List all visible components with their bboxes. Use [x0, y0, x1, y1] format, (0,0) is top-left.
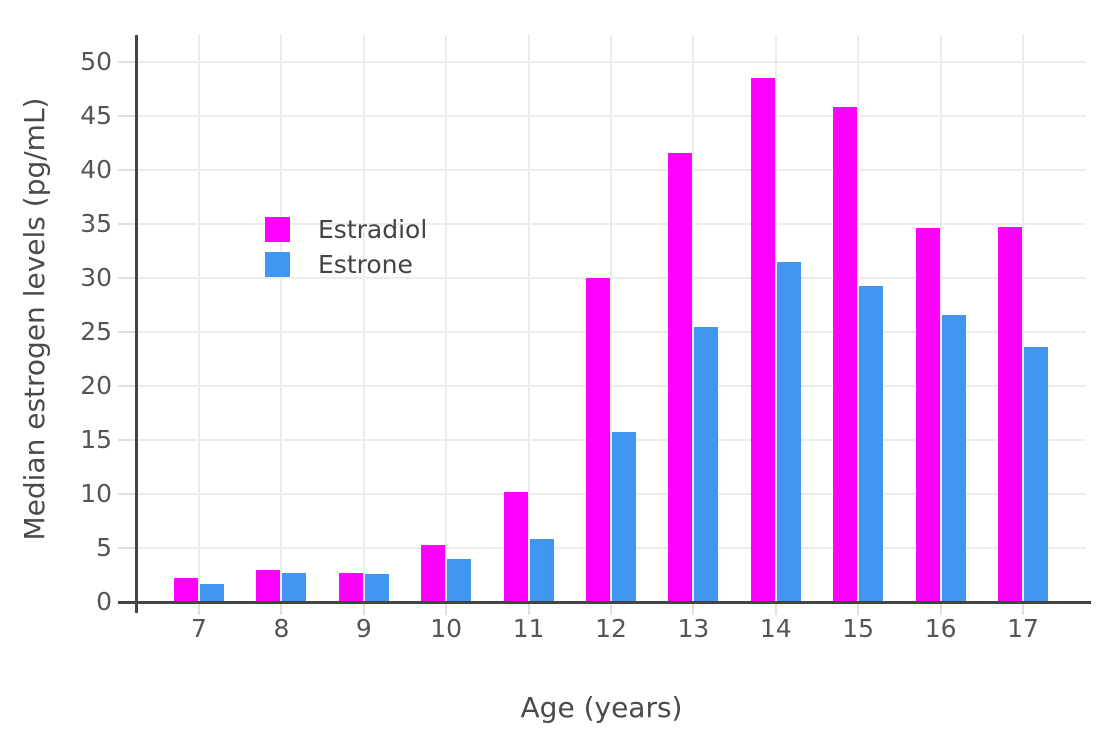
- y-tick: [118, 493, 137, 495]
- x-tick-label: 16: [924, 614, 957, 643]
- bar-estradiol-age-11[interactable]: [503, 491, 528, 602]
- bar-estradiol-age-7[interactable]: [174, 578, 198, 602]
- legend: Estradiol Estrone: [265, 217, 427, 277]
- y-tick: [118, 547, 137, 549]
- x-axis-title: Age (years): [520, 691, 683, 724]
- legend-item-estrone[interactable]: Estrone: [265, 252, 427, 277]
- x-tick: [362, 604, 365, 615]
- x-tick: [692, 604, 695, 615]
- v-gridline: [198, 35, 200, 602]
- y-tick: [118, 61, 137, 63]
- y-axis-line: [135, 35, 138, 613]
- x-tick: [774, 604, 777, 615]
- y-axis-title: Median estrogen levels (pg/mL): [18, 97, 51, 541]
- x-tick: [198, 604, 200, 615]
- v-gridline: [774, 35, 777, 602]
- y-tick-label: 40: [80, 155, 112, 184]
- estrone-swatch-icon: [265, 252, 290, 277]
- bar-estradiol-age-10[interactable]: [421, 544, 446, 602]
- x-tick-label: 13: [677, 614, 710, 643]
- bar-estradiol-age-13[interactable]: [668, 152, 693, 602]
- bar-estrone-age-7[interactable]: [200, 583, 224, 602]
- x-axis-line: [118, 601, 1091, 604]
- bar-estrone-age-12[interactable]: [612, 432, 636, 602]
- v-gridline: [692, 35, 695, 602]
- x-tick-label: 11: [512, 614, 545, 643]
- x-tick: [610, 604, 612, 615]
- v-gridline: [362, 35, 365, 602]
- x-tick: [939, 604, 942, 615]
- y-tick-label: 15: [80, 425, 112, 454]
- y-tick-label: 35: [80, 209, 112, 238]
- v-gridline: [1022, 35, 1024, 602]
- v-gridline: [445, 35, 448, 602]
- bar-estrone-age-11[interactable]: [529, 539, 554, 602]
- bar-estrone-age-14[interactable]: [776, 261, 801, 602]
- y-tick-label: 30: [80, 263, 112, 292]
- bar-estradiol-age-17[interactable]: [998, 227, 1022, 602]
- bar-estrone-age-9[interactable]: [364, 573, 389, 602]
- bar-estradiol-age-8[interactable]: [256, 569, 281, 602]
- v-gridline: [939, 35, 942, 602]
- y-tick-label: 10: [80, 479, 112, 508]
- y-tick-label: 20: [80, 371, 112, 400]
- x-tick-label: 14: [759, 614, 792, 643]
- bar-estrone-age-16[interactable]: [941, 314, 966, 602]
- x-tick-label: 12: [595, 614, 627, 643]
- y-tick-label: 5: [96, 533, 112, 562]
- y-tick-label: 25: [80, 317, 112, 346]
- x-tick: [280, 604, 283, 615]
- v-gridline: [857, 35, 860, 602]
- x-tick-label: 7: [191, 614, 207, 643]
- y-tick: [118, 277, 137, 279]
- x-tick-label: 8: [273, 614, 290, 643]
- bar-estrone-age-10[interactable]: [447, 558, 472, 602]
- y-tick: [118, 385, 137, 387]
- x-tick: [445, 604, 448, 615]
- bar-estrone-age-13[interactable]: [694, 326, 719, 602]
- bar-estrone-age-8[interactable]: [282, 572, 307, 602]
- y-tick: [118, 439, 137, 441]
- bar-estradiol-age-14[interactable]: [750, 78, 775, 602]
- legend-label: Estrone: [318, 250, 413, 279]
- x-tick: [857, 604, 860, 615]
- x-tick: [1022, 604, 1024, 615]
- legend-label: Estradiol: [318, 215, 428, 244]
- bar-estradiol-age-15[interactable]: [833, 107, 858, 602]
- v-gridline: [280, 35, 283, 602]
- bar-estrone-age-15[interactable]: [859, 285, 884, 602]
- bar-estrone-age-17[interactable]: [1024, 347, 1048, 602]
- v-gridline: [527, 35, 530, 602]
- y-tick-label: 0: [96, 587, 112, 616]
- x-tick-label: 15: [842, 614, 875, 643]
- v-gridline: [610, 35, 612, 602]
- x-tick-label: 9: [355, 614, 372, 643]
- y-tick-label: 50: [80, 47, 112, 76]
- x-tick: [527, 604, 530, 615]
- estradiol-swatch-icon: [265, 217, 290, 242]
- y-tick: [118, 169, 137, 171]
- x-tick-label: 10: [430, 614, 463, 643]
- y-tick: [118, 223, 137, 225]
- bar-estradiol-age-12[interactable]: [586, 278, 610, 602]
- y-tick: [118, 331, 137, 333]
- bar-estradiol-age-9[interactable]: [338, 572, 363, 602]
- legend-item-estradiol[interactable]: Estradiol: [265, 217, 427, 242]
- y-tick-label: 45: [80, 101, 112, 130]
- x-tick-label: 17: [1007, 614, 1039, 643]
- y-tick: [118, 115, 137, 117]
- bar-estradiol-age-16[interactable]: [915, 228, 940, 602]
